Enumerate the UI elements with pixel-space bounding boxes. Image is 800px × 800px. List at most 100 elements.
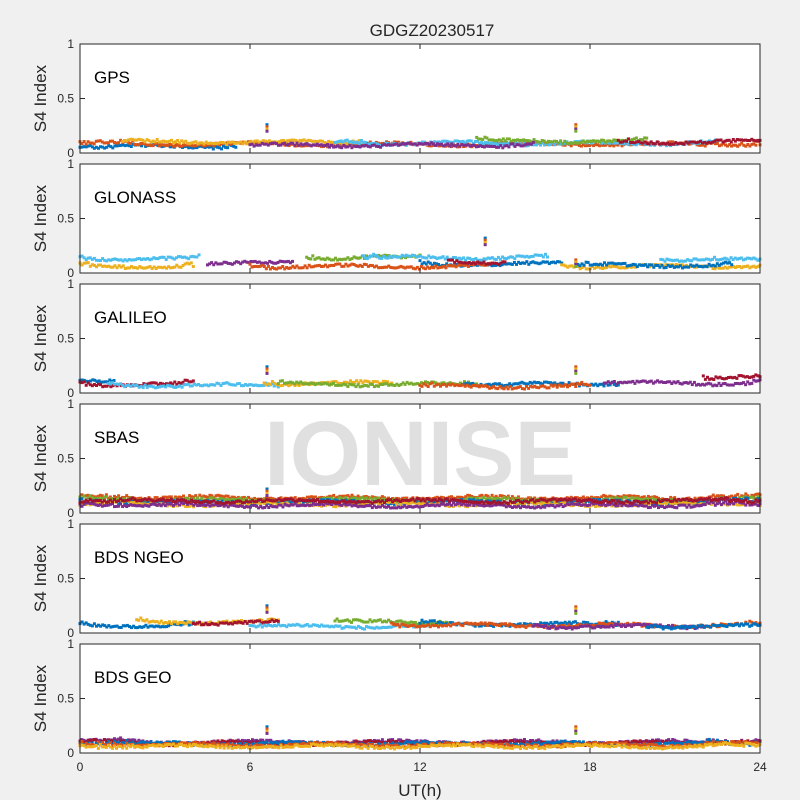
- data-point: [215, 145, 219, 149]
- data-point: [123, 267, 127, 270]
- data-point: [387, 501, 390, 505]
- data-points: [78, 236, 762, 271]
- data-point: [82, 261, 86, 265]
- data-point: [456, 142, 460, 146]
- data-point: [256, 384, 260, 388]
- data-point: [134, 266, 138, 270]
- data-point: [756, 374, 760, 378]
- data-point: [97, 382, 100, 386]
- data-point: [662, 381, 666, 384]
- data-point: [104, 141, 108, 145]
- spike-point: [574, 365, 578, 369]
- data-point: [82, 380, 86, 384]
- data-point: [131, 498, 135, 502]
- data-point: [533, 253, 537, 257]
- data-point: [464, 495, 468, 499]
- data-point: [333, 141, 337, 145]
- data-point: [454, 144, 458, 148]
- data-point: [80, 263, 84, 267]
- data-point: [641, 379, 645, 383]
- data-point: [327, 139, 331, 143]
- data-point: [665, 257, 669, 261]
- data-point: [424, 380, 427, 384]
- data-point: [376, 255, 380, 259]
- data-point: [507, 137, 511, 141]
- data-point: [643, 140, 647, 144]
- data-point: [88, 264, 92, 268]
- data-point: [609, 261, 613, 265]
- data-point: [527, 496, 531, 500]
- data-point: [434, 381, 438, 385]
- data-point: [285, 501, 289, 505]
- data-point: [104, 495, 108, 499]
- data-point: [727, 265, 731, 269]
- data-point: [129, 145, 133, 148]
- data-point: [363, 256, 367, 260]
- data-point: [135, 138, 139, 142]
- data-point: [204, 140, 208, 144]
- data-point: [498, 497, 502, 501]
- data-point: [247, 141, 251, 145]
- data-point: [432, 266, 436, 270]
- data-point: [323, 258, 327, 262]
- data-point: [337, 139, 341, 143]
- data-point: [695, 265, 699, 269]
- data-point: [634, 496, 638, 500]
- data-point: [496, 255, 500, 259]
- data-point: [713, 139, 717, 143]
- data-point: [395, 142, 399, 146]
- data-point: [673, 258, 677, 262]
- data-point: [263, 502, 267, 505]
- data-point: [525, 497, 529, 501]
- data-point: [297, 143, 301, 147]
- data-point: [113, 257, 117, 261]
- data-point: [463, 382, 467, 386]
- data-point: [516, 495, 520, 499]
- data-point: [146, 265, 150, 269]
- data-point: [267, 496, 271, 500]
- data-point: [171, 382, 175, 386]
- data-point: [161, 139, 165, 143]
- data-point: [399, 264, 403, 268]
- data-point: [358, 385, 362, 389]
- data-point: [145, 143, 149, 147]
- data-point: [461, 383, 465, 387]
- data-point: [561, 384, 565, 388]
- data-point: [608, 494, 612, 498]
- data-point: [172, 257, 176, 261]
- data-point: [701, 382, 705, 386]
- data-point: [220, 497, 224, 501]
- data-point: [303, 264, 307, 268]
- data-point: [183, 262, 187, 266]
- data-point: [532, 138, 536, 142]
- data-point: [594, 142, 598, 146]
- spike-point: [265, 129, 269, 133]
- data-point: [608, 144, 612, 148]
- data-point: [266, 382, 270, 386]
- data-point: [646, 494, 650, 498]
- data-point: [362, 262, 366, 266]
- data-point: [500, 494, 504, 498]
- data-point: [377, 266, 381, 270]
- data-point: [742, 265, 746, 269]
- data-point: [127, 141, 131, 145]
- data-point: [617, 266, 621, 270]
- data-point: [467, 384, 471, 388]
- data-point: [268, 382, 272, 386]
- data-point: [660, 380, 664, 384]
- data-point: [340, 383, 344, 387]
- data-point: [445, 144, 449, 148]
- data-point: [208, 262, 212, 266]
- data-point: [493, 139, 497, 143]
- data-point: [465, 381, 469, 385]
- satellite-arc: [276, 379, 479, 389]
- data-point: [572, 265, 576, 269]
- data-point: [543, 380, 546, 384]
- data-point: [582, 382, 586, 386]
- data-point: [586, 267, 590, 271]
- data-point: [543, 502, 547, 506]
- plot-area: [80, 44, 760, 153]
- data-point: [285, 499, 289, 503]
- data-point: [352, 496, 356, 500]
- data-point: [169, 266, 173, 270]
